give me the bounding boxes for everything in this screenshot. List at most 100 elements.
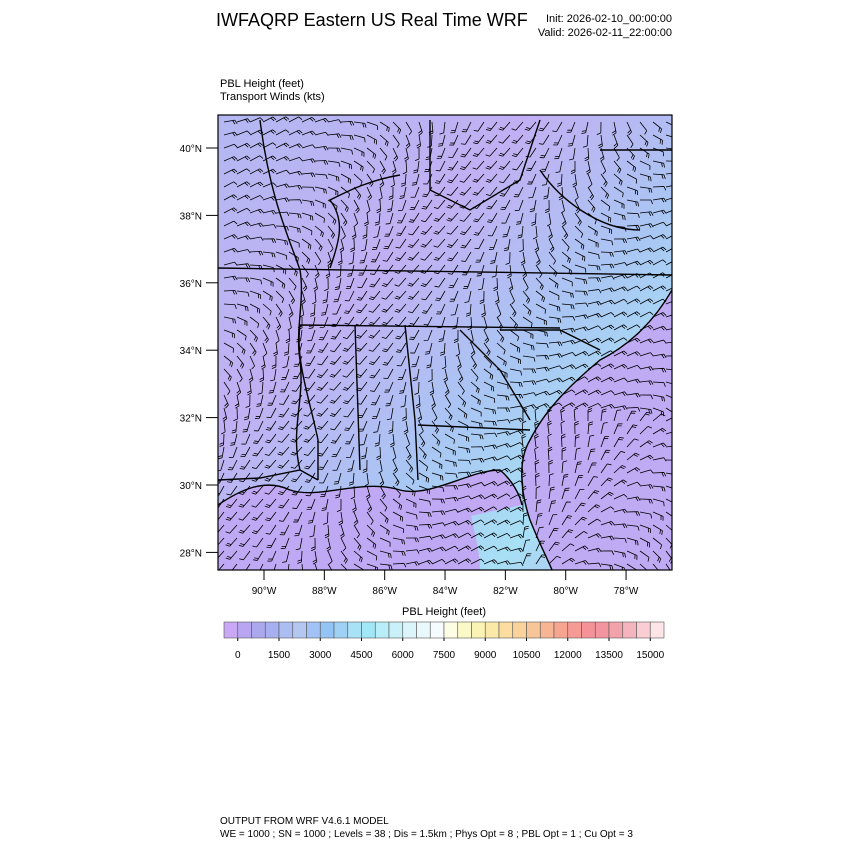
barb — [600, 324, 615, 331]
barb — [379, 121, 390, 133]
colorbar-box — [402, 621, 417, 639]
barb — [431, 498, 445, 504]
barb — [223, 220, 238, 227]
barb — [524, 121, 537, 131]
barb — [561, 473, 569, 487]
barb — [561, 447, 567, 461]
barb — [251, 524, 264, 535]
barb — [561, 339, 576, 345]
barb — [423, 173, 433, 185]
barb — [496, 546, 511, 552]
barb — [314, 173, 328, 180]
barb — [292, 498, 303, 509]
barb — [534, 238, 540, 253]
barb — [626, 424, 638, 435]
barb — [236, 303, 249, 312]
barb — [306, 342, 316, 354]
barb — [392, 472, 400, 486]
barb — [639, 524, 651, 534]
barb — [405, 524, 419, 531]
barb — [652, 511, 664, 521]
barb — [472, 173, 485, 183]
barb — [379, 173, 385, 188]
barb — [639, 394, 653, 400]
barb — [548, 238, 555, 253]
barb — [639, 324, 654, 331]
barb — [626, 438, 639, 448]
barb — [314, 238, 323, 252]
barb — [353, 524, 360, 539]
barb — [366, 199, 371, 214]
colorbar-label: 6000 — [392, 650, 415, 661]
barb — [392, 562, 407, 568]
barb — [279, 524, 290, 536]
barb — [613, 508, 628, 514]
barb — [405, 472, 415, 485]
barb — [394, 316, 407, 326]
barb — [267, 394, 277, 406]
barb — [248, 368, 254, 383]
barb — [665, 261, 672, 266]
barb — [548, 365, 563, 370]
barb — [457, 558, 472, 565]
barb — [262, 251, 276, 258]
barb — [418, 498, 431, 506]
barb — [288, 212, 302, 219]
barb — [262, 182, 277, 188]
barb — [639, 121, 648, 135]
barb — [305, 355, 316, 366]
barb — [348, 251, 355, 265]
barb — [324, 524, 330, 539]
barb — [288, 199, 303, 204]
barb — [331, 316, 342, 328]
barb — [431, 546, 446, 552]
barb — [379, 134, 389, 147]
barb — [470, 506, 485, 513]
barb — [587, 376, 602, 383]
barb — [342, 381, 355, 391]
barb — [496, 467, 511, 474]
barb — [483, 456, 498, 462]
barb — [340, 134, 354, 140]
barb — [486, 212, 498, 223]
barb — [587, 490, 600, 500]
barb — [665, 210, 672, 214]
barb — [508, 277, 514, 292]
barb — [509, 316, 518, 330]
barb — [574, 338, 589, 344]
barb — [548, 541, 560, 552]
colorbar-box — [278, 621, 294, 639]
barb — [368, 316, 381, 326]
barb — [496, 431, 511, 436]
barb — [327, 119, 342, 124]
barb — [600, 251, 614, 257]
barb — [639, 454, 654, 461]
barb — [278, 498, 290, 509]
barb — [310, 303, 316, 317]
barb — [275, 316, 282, 331]
barb — [483, 493, 498, 500]
barb — [587, 363, 602, 370]
barb — [236, 263, 251, 268]
barb — [587, 325, 602, 331]
barb — [236, 316, 248, 326]
barb — [626, 563, 637, 570]
barb — [236, 342, 246, 355]
init-time: Init: 2026-02-10_00:00:00 — [546, 13, 672, 25]
barb — [600, 563, 614, 570]
barb — [450, 303, 459, 316]
barb — [236, 181, 251, 188]
barb — [336, 498, 342, 513]
barb — [408, 212, 420, 223]
barb — [366, 498, 373, 513]
barb — [342, 355, 355, 365]
barb — [251, 472, 264, 482]
barb — [421, 199, 433, 210]
barb — [402, 407, 407, 422]
barb — [548, 264, 558, 277]
barb — [522, 342, 535, 351]
barb — [470, 494, 485, 500]
barb — [379, 160, 386, 175]
barb — [428, 121, 434, 136]
barb — [338, 511, 344, 526]
